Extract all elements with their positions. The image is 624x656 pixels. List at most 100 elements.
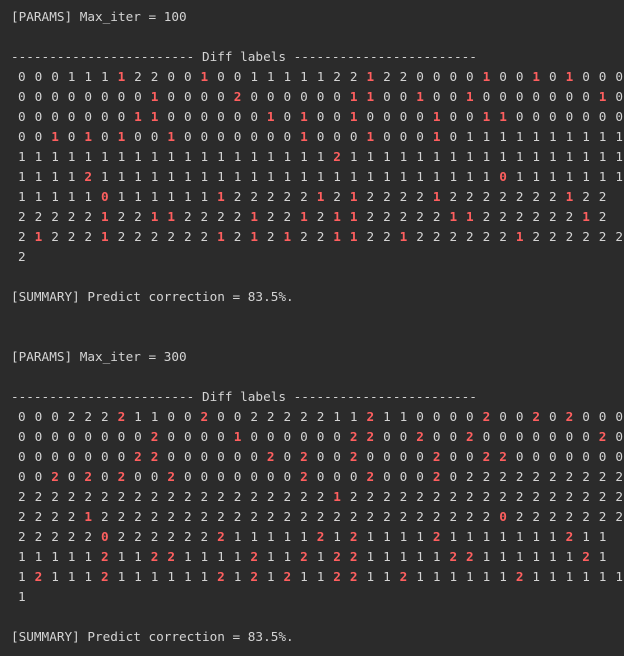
label-digit: 2 <box>565 209 574 224</box>
label-digit-mismatch: 2 <box>200 409 209 424</box>
label-digit: 2 <box>565 489 574 504</box>
label-digit: 0 <box>333 449 341 464</box>
label-digit: 1 <box>549 129 557 144</box>
label-digit: 0 <box>167 449 175 464</box>
label-digit: 1 <box>200 569 209 584</box>
label-digit-mismatch: 2 <box>349 569 358 584</box>
label-digit: 1 <box>432 549 441 564</box>
label-digit: 1 <box>499 129 507 144</box>
label-digit: 1 <box>266 569 275 584</box>
label-digit: 0 <box>515 429 524 444</box>
label-digit: 0 <box>466 409 474 424</box>
label-digit: 2 <box>432 229 441 244</box>
label-digit: 1 <box>549 549 557 564</box>
label-digit: 2 <box>466 469 474 484</box>
label-digit: 2 <box>117 209 126 224</box>
label-digit-mismatch: 2 <box>333 569 341 584</box>
label-digit-mismatch: 2 <box>150 429 159 444</box>
label-digit: 0 <box>100 449 109 464</box>
label-digit: 0 <box>250 469 258 484</box>
label-digit: 0 <box>18 69 26 84</box>
label-digit: 0 <box>217 129 225 144</box>
label-digit: 2 <box>316 509 325 524</box>
label-digit: 2 <box>134 209 142 224</box>
label-digit: 1 <box>399 169 408 184</box>
label-digit: 0 <box>383 129 391 144</box>
label-digit: 0 <box>167 429 175 444</box>
label-digit-mismatch: 1 <box>349 209 358 224</box>
label-digit: 0 <box>532 429 541 444</box>
label-digit: 0 <box>200 429 209 444</box>
label-digit: 0 <box>549 449 557 464</box>
label-digit: 0 <box>316 449 325 464</box>
label-digit: 2 <box>316 409 325 424</box>
label-digit-mismatch: 2 <box>349 549 358 564</box>
label-digit: 2 <box>117 529 126 544</box>
label-digit-mismatch: 1 <box>283 229 292 244</box>
label-digit: 0 <box>598 409 607 424</box>
label-digit-mismatch: 1 <box>34 229 43 244</box>
label-digit: 1 <box>134 549 142 564</box>
label-digit: 0 <box>200 89 209 104</box>
label-digit-mismatch: 1 <box>217 189 225 204</box>
label-digit: 2 <box>366 209 375 224</box>
label-digit: 2 <box>183 229 192 244</box>
label-digit-mismatch: 2 <box>466 549 474 564</box>
label-digit: 1 <box>349 169 358 184</box>
label-digit: 2 <box>416 189 424 204</box>
label-digit: 0 <box>333 129 341 144</box>
label-digit: 0 <box>18 409 26 424</box>
label-digit: 1 <box>233 169 242 184</box>
label-digit: 2 <box>416 509 424 524</box>
label-digit: 1 <box>200 149 209 164</box>
label-digit: 0 <box>615 409 624 424</box>
label-digit: 1 <box>449 529 458 544</box>
label-digit: 0 <box>549 69 557 84</box>
label-digit: 2 <box>183 529 192 544</box>
label-digit: 2 <box>532 229 541 244</box>
label-digit: 2 <box>416 209 424 224</box>
label-digit: 2 <box>582 489 590 504</box>
label-digit: 1 <box>100 149 109 164</box>
label-digit: 1 <box>233 549 242 564</box>
label-digit: 0 <box>565 429 574 444</box>
label-digit: 1 <box>366 569 375 584</box>
label-digit: 1 <box>51 149 59 164</box>
label-digit: 1 <box>250 149 258 164</box>
label-digit-mismatch: 1 <box>167 129 175 144</box>
label-digit: 0 <box>366 109 375 124</box>
label-digit: 2 <box>183 209 192 224</box>
label-digit: 2 <box>482 209 491 224</box>
label-digit: 1 <box>399 149 408 164</box>
label-digit-mismatch: 2 <box>34 569 43 584</box>
label-digit: 1 <box>84 549 93 564</box>
label-digit: 2 <box>18 509 26 524</box>
label-digit: 1 <box>183 169 192 184</box>
label-digit: 2 <box>482 189 491 204</box>
label-digit: 2 <box>233 229 242 244</box>
label-digit: 0 <box>117 89 126 104</box>
label-digit: 2 <box>349 509 358 524</box>
label-digit-mismatch: 2 <box>349 449 358 464</box>
label-digit: 1 <box>466 169 474 184</box>
label-digit: 2 <box>466 189 474 204</box>
label-digit-mismatch: 1 <box>565 69 574 84</box>
label-digit: 2 <box>482 509 491 524</box>
label-digit: 2 <box>399 509 408 524</box>
label-digit: 2 <box>582 229 590 244</box>
label-digit: 1 <box>167 569 175 584</box>
label-digit: 2 <box>416 229 424 244</box>
label-digit: 0 <box>466 69 474 84</box>
label-digit: 0 <box>565 89 574 104</box>
label-digit: 2 <box>598 489 607 504</box>
label-digit: 2 <box>515 189 524 204</box>
label-digit: 2 <box>383 489 391 504</box>
label-digit: 1 <box>300 69 308 84</box>
